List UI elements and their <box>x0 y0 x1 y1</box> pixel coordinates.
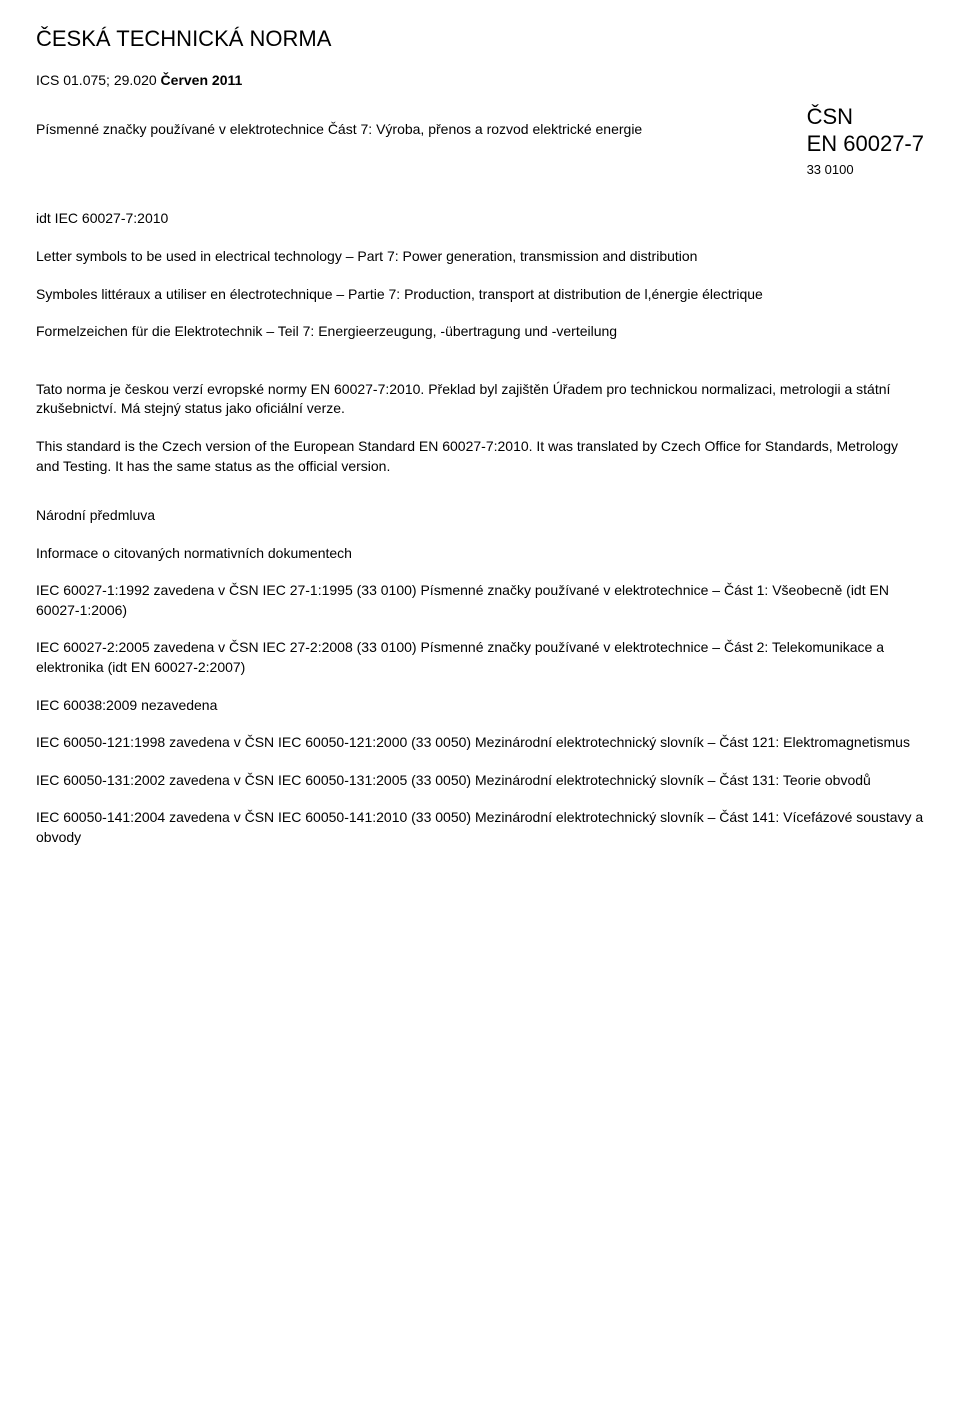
ref-3: IEC 60038:2009 nezavedena <box>36 696 924 716</box>
ref-2: IEC 60027-2:2005 zavedena v ČSN IEC 27-2… <box>36 638 924 677</box>
ref-1: IEC 60027-1:1992 zavedena v ČSN IEC 27-1… <box>36 581 924 620</box>
subtitle-main: Písmenné značky používané v elektrotechn… <box>36 104 642 140</box>
national-preface: Národní předmluva <box>36 506 924 526</box>
lang-de: Formelzeichen für die Elektrotechnik – T… <box>36 322 924 342</box>
lang-fr: Symboles littéraux a utiliser en électro… <box>36 285 924 305</box>
small-code: 33 0100 <box>807 161 924 179</box>
date-label: Červen 2011 <box>161 72 243 88</box>
ics-row: ICS 01.075; 29.020 Červen 2011 <box>36 71 924 91</box>
ref-6: IEC 60050-141:2004 zavedena v ČSN IEC 60… <box>36 808 924 847</box>
idt-line: idt IEC 60027-7:2010 <box>36 209 924 229</box>
csn-label: ČSN <box>807 104 924 130</box>
ref-4: IEC 60050-121:1998 zavedena v ČSN IEC 60… <box>36 733 924 753</box>
para-cz: Tato norma je českou verzí evropské norm… <box>36 380 924 419</box>
subtitle-row: Písmenné značky používané v elektrotechn… <box>36 104 924 179</box>
ics-label: ICS 01.075; 29.020 Červen 2011 <box>36 71 242 91</box>
doc-title: ČESKÁ TECHNICKÁ NORMA <box>36 24 924 55</box>
ics-text: ICS 01.075; 29.020 <box>36 72 157 88</box>
code-block: ČSN EN 60027-7 33 0100 <box>807 104 924 179</box>
para-en: This standard is the Czech version of th… <box>36 437 924 476</box>
en-code: EN 60027-7 <box>807 131 924 157</box>
info-head: Informace o citovaných normativních doku… <box>36 544 924 564</box>
ref-5: IEC 60050-131:2002 zavedena v ČSN IEC 60… <box>36 771 924 791</box>
lang-en: Letter symbols to be used in electrical … <box>36 247 924 267</box>
